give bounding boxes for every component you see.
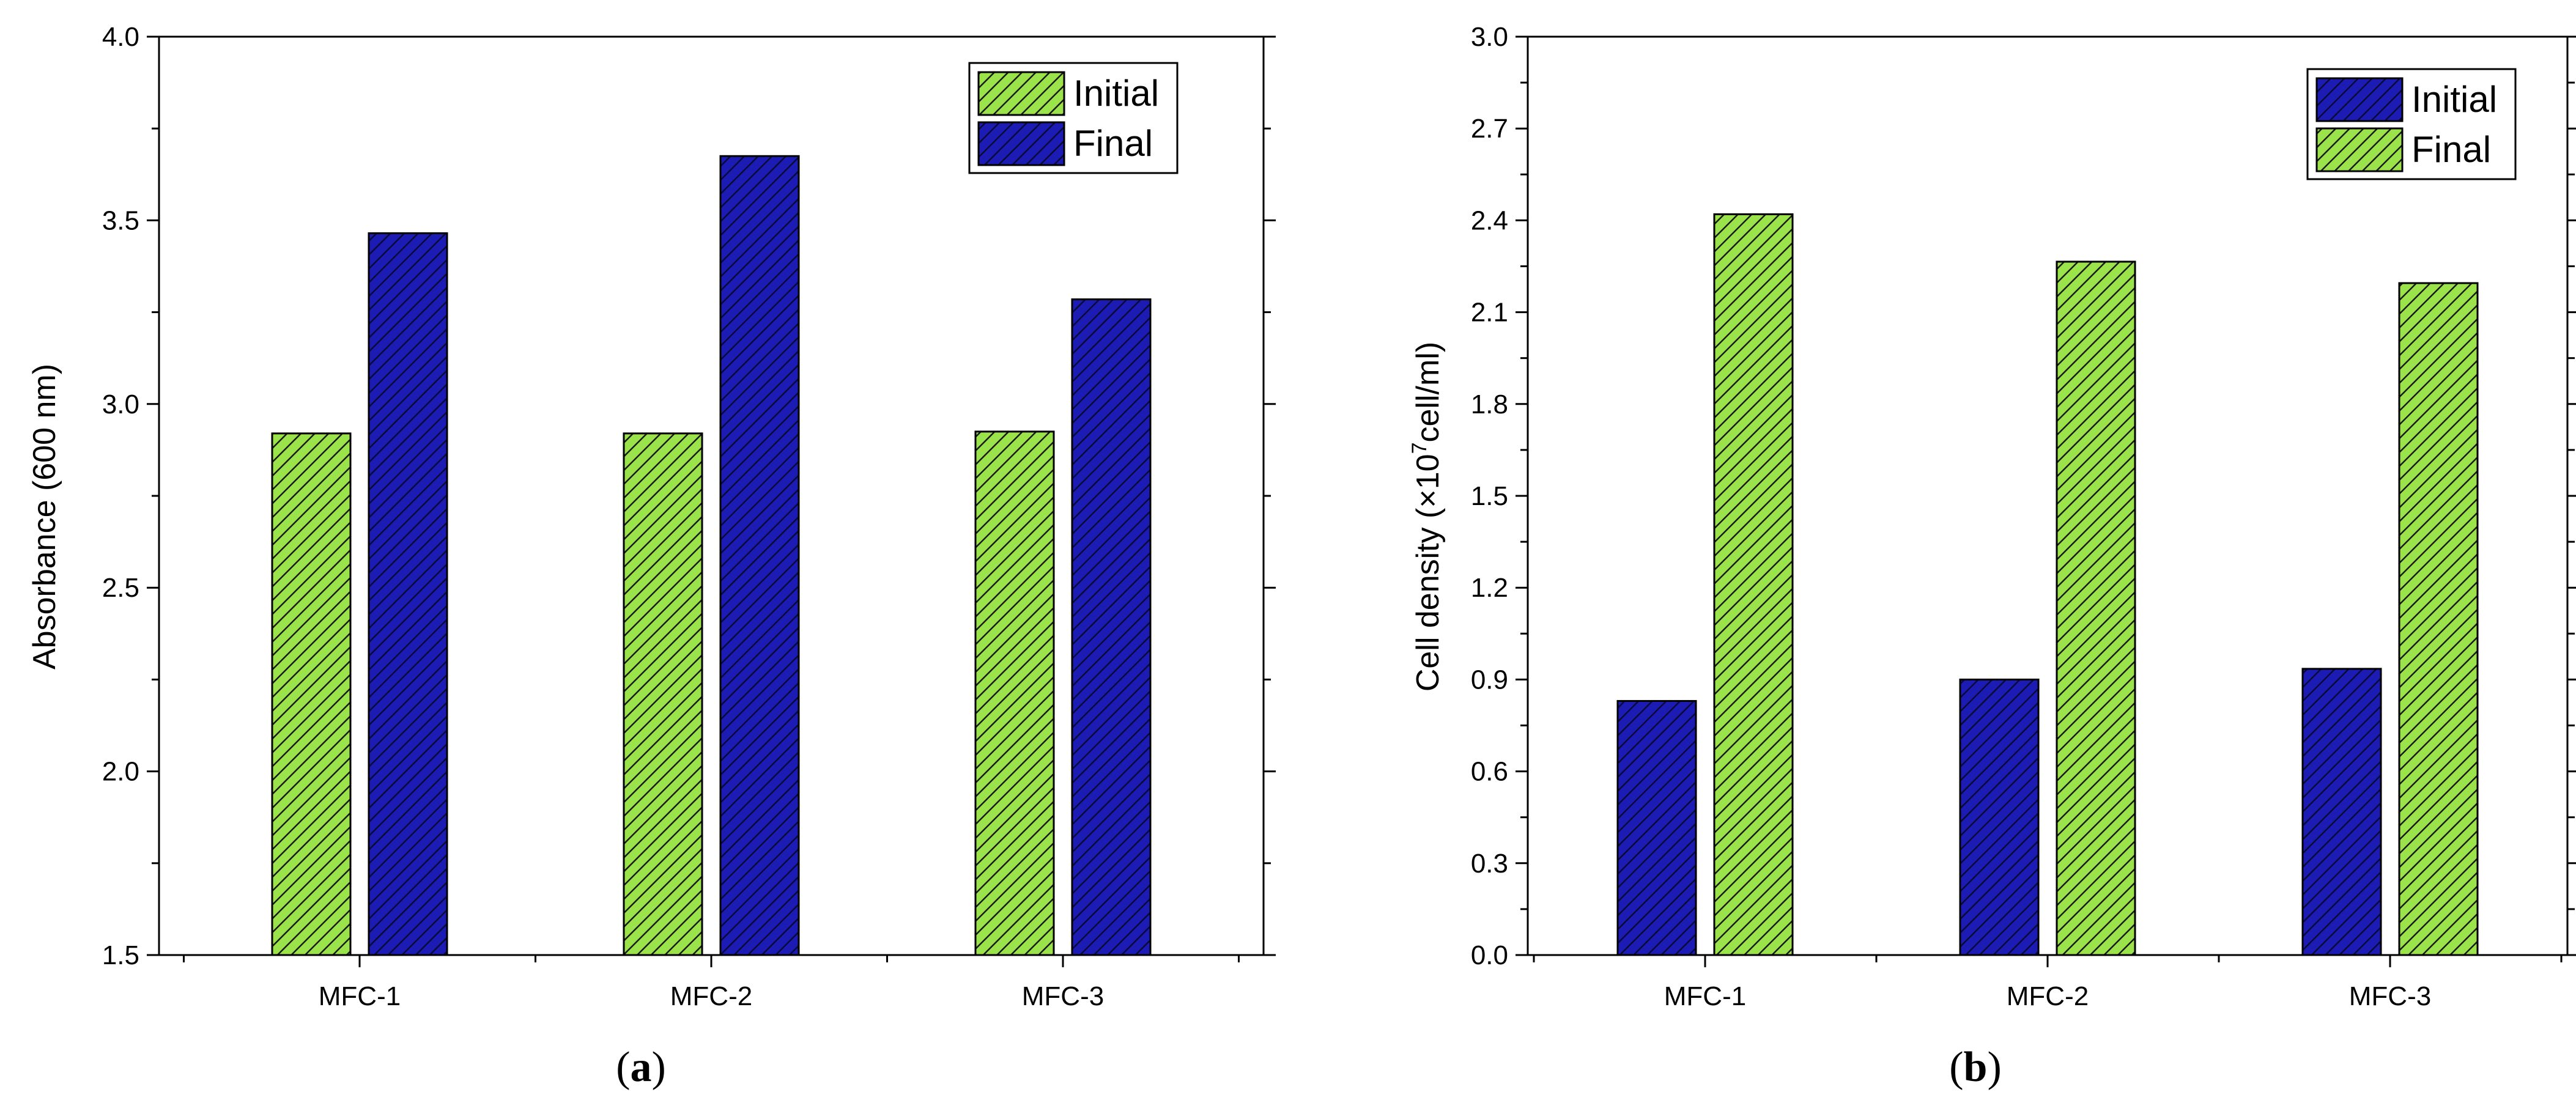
y-tick-label: 3.0 (1471, 22, 1508, 52)
y-tick-label: 2.0 (102, 757, 139, 787)
y-ticks-a: 1.5 2.0 2.5 3.0 3.5 4.0 (102, 22, 1276, 970)
caption-a: (a) (616, 1044, 666, 1091)
y-tick-label: 1.2 (1471, 573, 1508, 603)
legend-swatch-final (2315, 127, 2404, 172)
y-ticks-b: 0.0 0.3 0.6 0.9 1.2 1.5 1.8 2.1 2.4 2.7 3.0 (1471, 22, 2576, 970)
caption-b: (b) (1949, 1044, 2002, 1091)
x-tick-label-mfc-2: MFC-2 (670, 981, 752, 1011)
x-tick-label-mfc-1: MFC-1 (319, 981, 401, 1011)
y-tick-label: 0.9 (1471, 665, 1508, 695)
legend-swatch-initial (977, 71, 1065, 116)
legend-label-final: Final (2411, 129, 2491, 170)
y-tick-label: 3.0 (102, 389, 139, 419)
y-tick-label: 1.8 (1471, 389, 1508, 419)
bars-layer-b (1616, 213, 2479, 956)
bar-final-mfc-2 (719, 155, 800, 956)
y-tick-label: 0.6 (1471, 757, 1508, 787)
bar-initial-mfc-3 (2301, 668, 2382, 956)
legend-b: Initial Final (2306, 68, 2517, 180)
bar-final-mfc-3 (1071, 298, 1152, 956)
y-tick-label: 0.0 (1471, 940, 1508, 970)
bar-initial-mfc-1 (271, 432, 352, 956)
bar-final-mfc-3 (2398, 282, 2479, 956)
y-axis-title-b: Cell density (×107cell/ml) (1408, 342, 1446, 692)
x-tick-label-mfc-2: MFC-2 (2007, 981, 2089, 1011)
x-tick-label-mfc-3: MFC-3 (2349, 981, 2431, 1011)
bar-final-mfc-1 (1713, 213, 1794, 956)
caption-letter-b: b (1964, 1044, 1988, 1091)
legend-label-initial: Initial (1073, 73, 1159, 114)
x-tick-label-mfc-3: MFC-3 (1022, 981, 1104, 1011)
bar-final-mfc-2 (2056, 260, 2136, 956)
legend-label-initial: Initial (2411, 79, 2497, 120)
chart-panel-a: 1.5 2.0 2.5 3.0 3.5 4.0 MFC-1 MFC-2 MFC-3 Absor… (27, 22, 1276, 1091)
bar-initial-mfc-2 (1959, 678, 2040, 956)
caption-letter-a: a (631, 1044, 652, 1091)
y-tick-label: 1.5 (1471, 481, 1508, 511)
y-tick-label: 2.1 (1471, 298, 1508, 328)
y-tick-label: 2.5 (102, 573, 139, 603)
y-tick-label: 4.0 (102, 22, 139, 52)
y-tick-label: 1.5 (102, 940, 139, 970)
y-axis-title-b-main: Cell density (×10 (1410, 454, 1446, 692)
y-tick-label: 2.7 (1471, 114, 1508, 144)
y-axis-title-b-exponent: 7 (1408, 442, 1431, 454)
chart-panel-b: 0.00.30.60.91.21.51.82.12.42.73.0 MFC-1 M… (1408, 22, 2576, 1091)
y-tick-label: 0.3 (1471, 849, 1508, 879)
y-axis-title-b-unit: cell/ml) (1410, 342, 1446, 443)
bar-initial-mfc-1 (1616, 699, 1697, 956)
legend-label-final: Final (1073, 123, 1153, 164)
legend-a: Initial Final (968, 62, 1179, 174)
y-tick-label: 3.5 (102, 205, 139, 235)
legend-swatch-initial (2315, 77, 2404, 122)
bar-initial-mfc-3 (974, 430, 1055, 956)
bar-initial-mfc-2 (623, 432, 703, 956)
legend-swatch-final (977, 121, 1065, 166)
bars-layer-a (271, 155, 1152, 956)
bar-final-mfc-1 (368, 232, 448, 956)
y-axis-title-a: Absorbance (600 nm) (27, 364, 62, 670)
x-ticks-a: MFC-1 MFC-2 MFC-3 (183, 955, 1240, 1011)
x-tick-label-mfc-1: MFC-1 (1664, 981, 1746, 1011)
x-ticks-b: MFC-1 MFC-2 MFC-3 (1533, 955, 2563, 1011)
y-tick-label: 2.4 (1471, 205, 1508, 235)
